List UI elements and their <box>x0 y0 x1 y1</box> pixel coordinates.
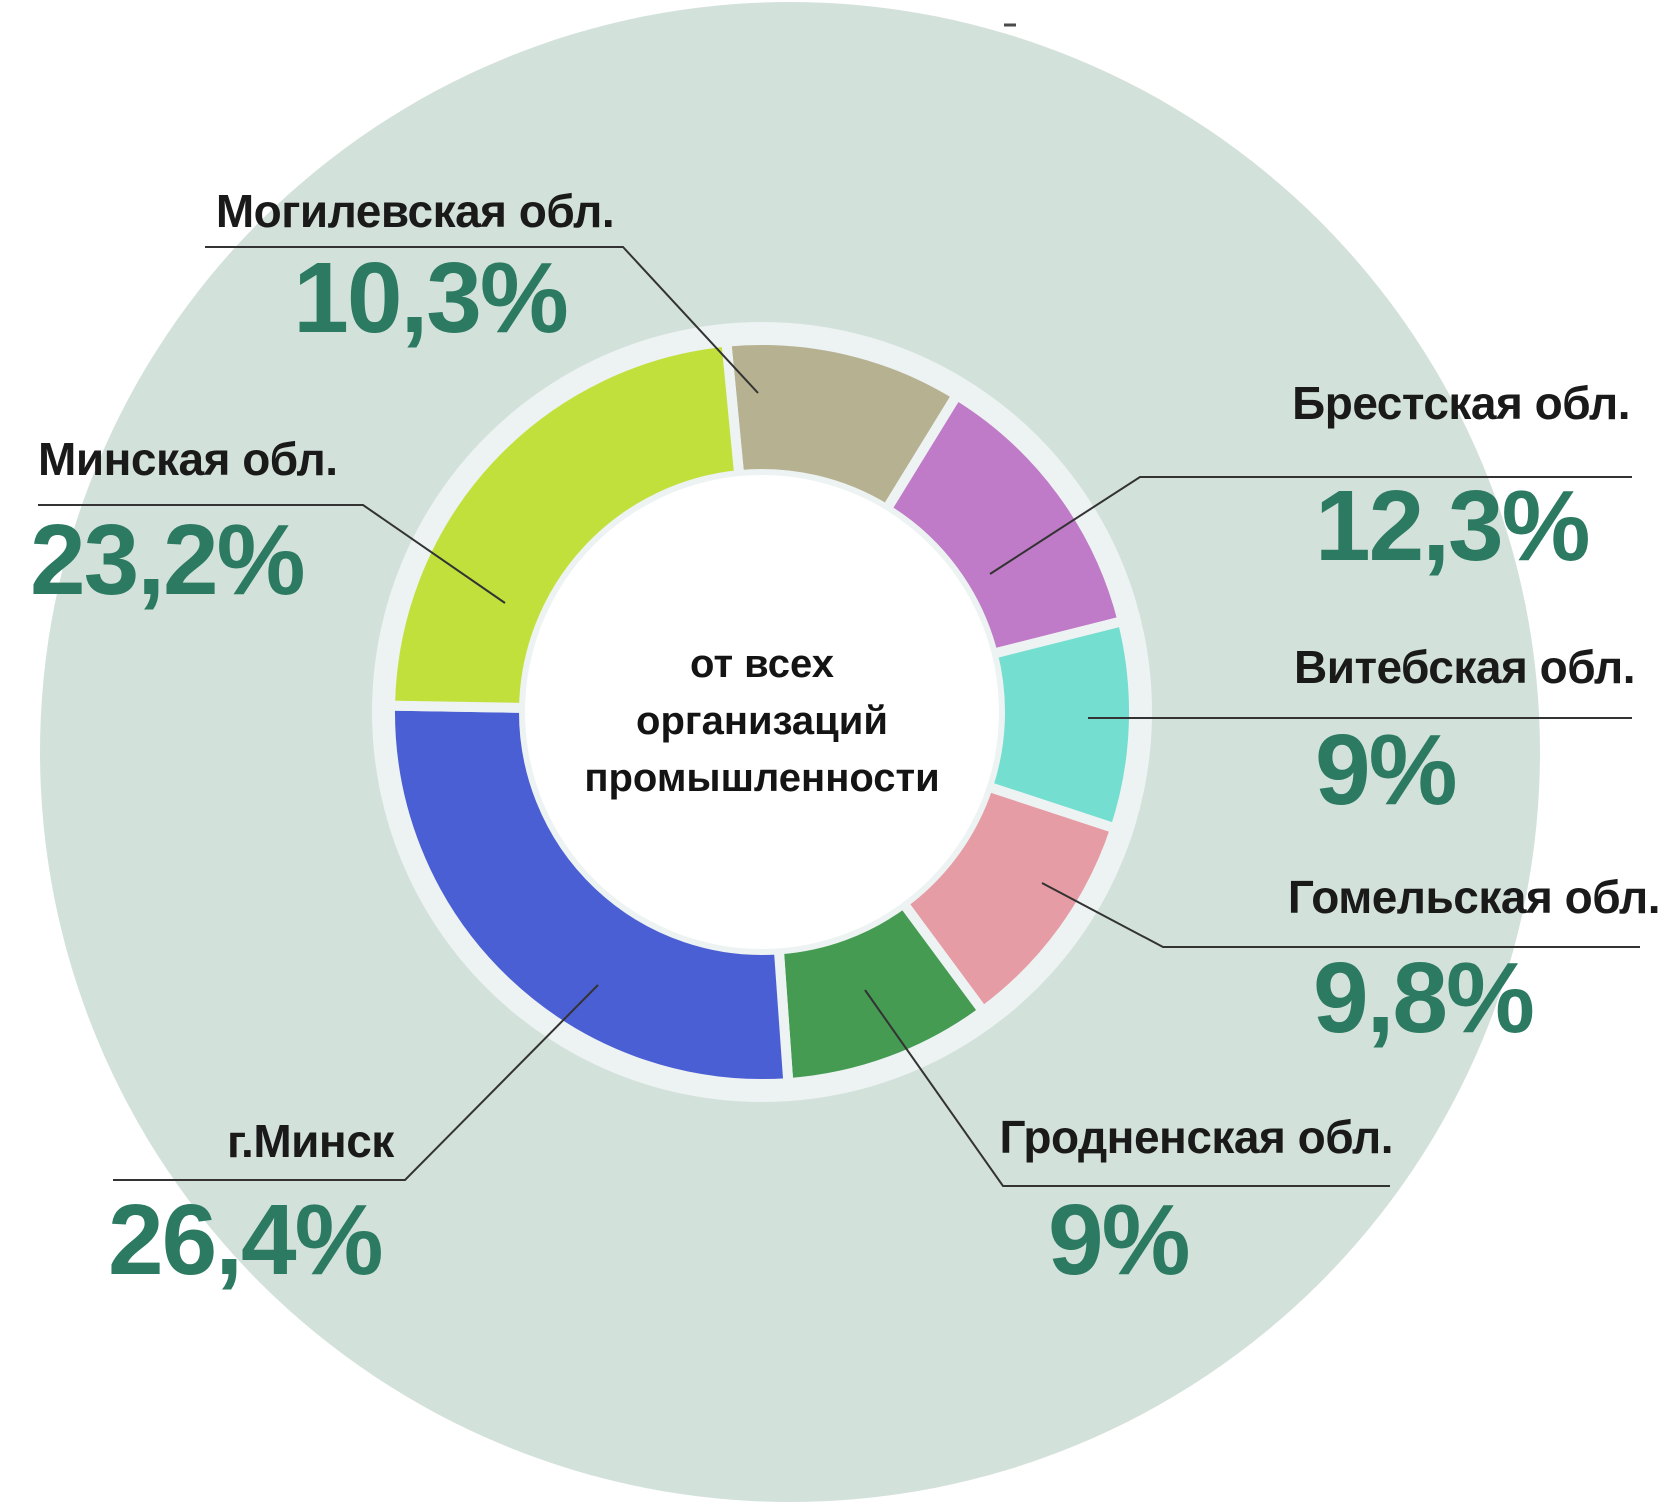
label-gminsk: г.Минск <box>227 1115 394 1167</box>
label-vitebskaya: Витебская обл. <box>1294 641 1636 693</box>
donut-slices <box>385 335 1139 1089</box>
leader-line-minskaya <box>38 504 506 604</box>
leader-line-brestskaya <box>989 476 1632 575</box>
value-grodnenskaya: 9% <box>1048 1184 1191 1296</box>
center-label-line2: организаций <box>636 699 888 744</box>
leader-line-mogilevskaya <box>205 246 759 394</box>
label-gomelskaya: Гомельская обл. <box>1287 871 1661 923</box>
leader-line-grodnenskaya <box>864 989 1390 1187</box>
value-gminsk: 26,4% <box>108 1184 384 1296</box>
value-gomelskaya: 9,8% <box>1313 942 1535 1054</box>
center-label-line1: от всех <box>690 642 834 686</box>
label-minskaya: Минская обл. <box>38 433 338 485</box>
value-minskaya: 23,2% <box>30 504 306 616</box>
label-grodnenskaya: Гродненская обл. <box>999 1111 1394 1163</box>
donut-hole <box>525 475 999 949</box>
label-brestskaya: Брестская обл. <box>1292 377 1630 429</box>
value-mogilevskaya: 10,3% <box>293 242 569 354</box>
leader-lines <box>38 246 1640 1187</box>
donut-slice-5 <box>385 700 794 1089</box>
value-brestskaya: 12,3% <box>1315 470 1591 582</box>
donut-chart <box>372 322 1152 1102</box>
label-mogilevskaya: Могилевская обл. <box>215 185 615 237</box>
leader-line-gomelskaya <box>1041 882 1640 948</box>
leader-line-gminsk <box>113 984 599 1181</box>
value-vitebskaya: 9% <box>1315 714 1458 826</box>
donut-center-label: от всех организаций промышленности <box>482 636 1042 808</box>
center-label-line3: промышленности <box>584 756 940 801</box>
